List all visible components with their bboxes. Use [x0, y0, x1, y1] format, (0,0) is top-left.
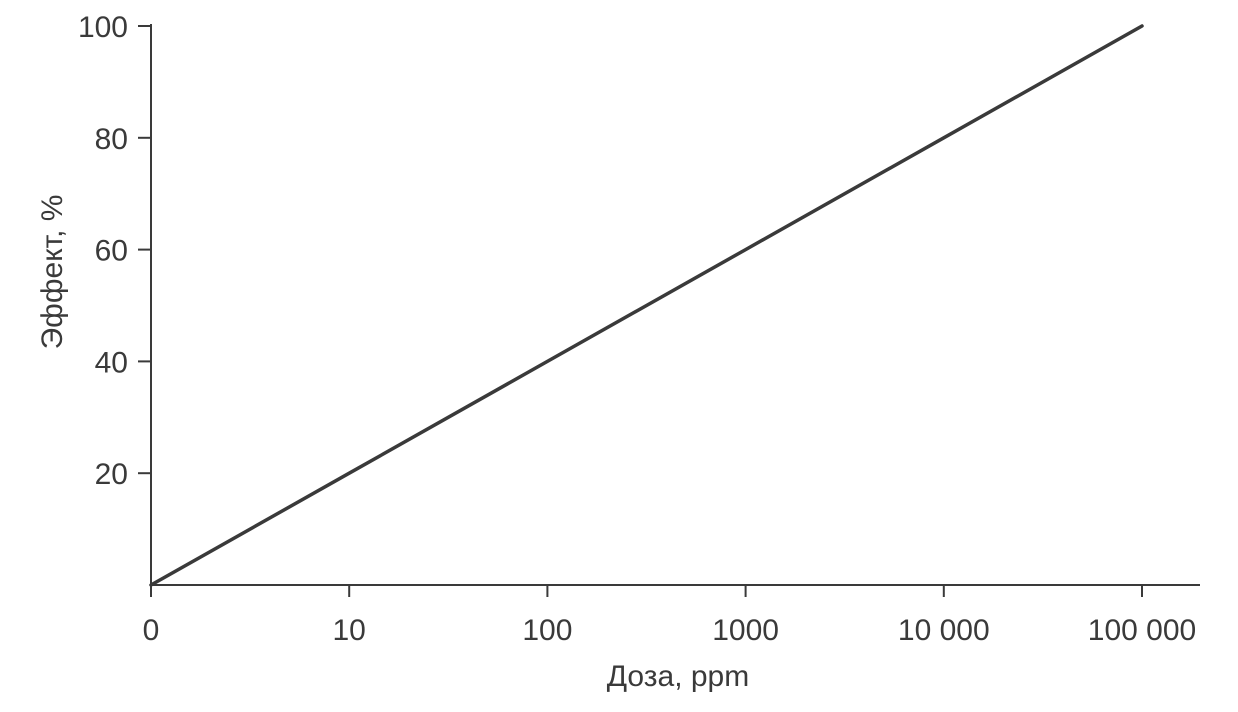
y-tick-label: 60 — [95, 235, 128, 268]
x-tick-label: 10 000 — [898, 614, 990, 647]
series-layer — [149, 24, 1144, 587]
x-tick-label: 10 — [333, 614, 366, 647]
x-ticks: 0 10 100 1000 10 000 100 000 — [143, 585, 1196, 647]
y-tick-label: 100 — [78, 11, 128, 44]
axes — [150, 24, 1200, 586]
y-tick-label: 20 — [95, 458, 128, 491]
x-axis-title: Доза, ppm — [607, 660, 749, 693]
x-tick-label: 0 — [143, 614, 160, 647]
x-tick-label: 1000 — [712, 614, 779, 647]
x-tick-label: 100 — [522, 614, 572, 647]
series-line-0 — [149, 24, 1144, 587]
x-tick-label: 100 000 — [1088, 614, 1196, 647]
y-ticks: 20 40 60 80 100 — [78, 11, 151, 491]
y-tick-label: 80 — [95, 123, 128, 156]
y-axis-title: Эффект, % — [36, 195, 69, 350]
y-tick-label: 40 — [95, 346, 128, 379]
